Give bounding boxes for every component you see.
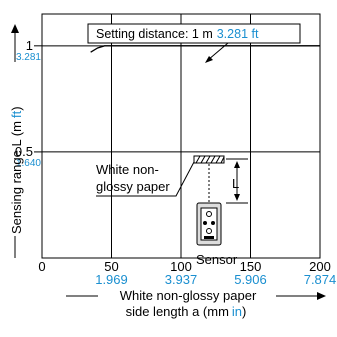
x-tick-label: 50 (104, 259, 118, 274)
y-tick-label-imperial: 3.281 (16, 52, 41, 63)
paper-label-line1: White non- (96, 162, 159, 177)
callout-arrow-head (205, 56, 213, 63)
sensor-lens-right (211, 221, 215, 225)
x-axis-title-line2: side length a (mm in) (126, 304, 247, 319)
x-tick-label: 100 (170, 259, 192, 274)
y-tick-label-imperial: 1.640 (16, 158, 41, 169)
y-tick-labels: 0.51.640 13.281 (15, 38, 42, 169)
sensor-face (200, 207, 218, 241)
setup-diagram: White non- glossy paper L Sensor (96, 155, 248, 267)
sensor-lens-bottom (206, 228, 212, 234)
white-paper-target (193, 155, 225, 164)
paper-leader-line (96, 161, 195, 197)
dimension-arrow-up (234, 161, 240, 168)
x-tick-label: 0 (38, 259, 45, 274)
x-tick-label-imperial: 5.906 (234, 272, 267, 287)
sensor-lens-top (206, 211, 212, 217)
x-tick-label-imperial: 1.969 (95, 272, 128, 287)
paper-hatching (195, 155, 225, 164)
y-tick-label: 1 (26, 38, 33, 53)
distance-label: L (232, 176, 239, 191)
series-group (90, 45, 320, 53)
x-axis-title-line1: White non-glossy paper (120, 288, 257, 303)
callout-arrow-line (207, 42, 229, 61)
paper-label-line2: glossy paper (96, 179, 170, 194)
setting-distance-callout: Setting distance: 1 m 3.281 ft (87, 23, 301, 63)
x-axis-title-group: White non-glossy paper side length a (mm… (66, 288, 326, 319)
sensing-range-line (90, 45, 320, 53)
x-tick-label-imperial: 3.937 (165, 272, 198, 287)
x-axis-arrow-head (317, 292, 326, 300)
callout-text: Setting distance: 1 m 3.281 ft (96, 27, 259, 41)
y-axis-title: Sensing range L (mft) (9, 106, 24, 234)
x-tick-label: 150 (240, 259, 262, 274)
dimension-arrow-down (234, 194, 240, 201)
x-tick-label-imperial: 7.874 (304, 272, 337, 287)
sensor-label: Sensor (196, 252, 238, 267)
y-axis-arrow-head (11, 24, 19, 33)
y-axis-title-group: Sensing range L (mft) (9, 24, 24, 258)
grid (34, 14, 320, 258)
sensor-indicator (204, 236, 214, 239)
y-tick-label: 0.5 (15, 144, 33, 159)
sensor-lens-left (203, 221, 207, 225)
callout-box (87, 23, 301, 44)
x-tick-label: 200 (309, 259, 331, 274)
